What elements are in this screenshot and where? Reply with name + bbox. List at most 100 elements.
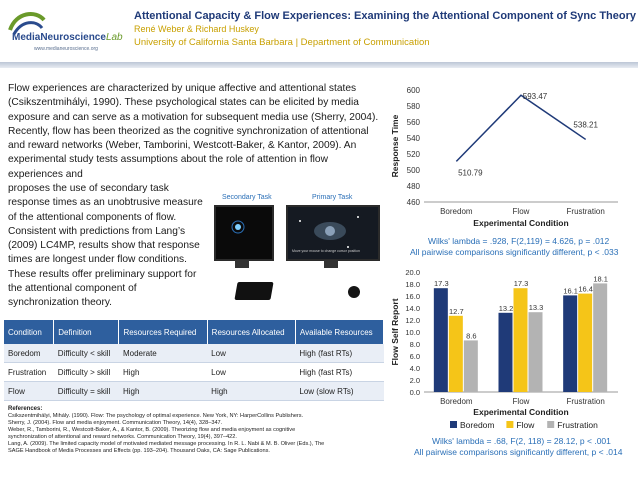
reference-item: SAGE Handbook of Media Processes and Eff… — [8, 448, 270, 454]
y-tick-label: 600 — [407, 86, 421, 95]
table-row: Flow Difficulty = skill High High Low (s… — [4, 381, 384, 401]
legend-label: Flow — [516, 420, 535, 430]
poster-affiliation: University of California Santa Barbara |… — [134, 37, 430, 48]
y-tick-label: 18.0 — [405, 280, 420, 289]
y-tick-label: 6.0 — [410, 352, 420, 361]
table-header-row: Condition Definition Resources Required … — [4, 320, 385, 344]
chart2-stat-line2: All pairwise comparisons significantly d… — [414, 447, 623, 457]
y-axis-title: Response Time — [390, 114, 400, 177]
x-axis-title: Experimental Condition — [473, 218, 568, 228]
reference-item: Csikszentmihályi, Mihály. (1990). Flow: … — [8, 413, 304, 419]
logo-swirl-icon — [8, 12, 46, 35]
y-tick-label: 460 — [407, 198, 421, 207]
table-cell: Frustration — [4, 362, 54, 382]
data-label: 593.47 — [523, 92, 548, 101]
table-cell: Low — [207, 344, 296, 363]
primary-task-screen: Move your mouse to change cursor positio… — [286, 205, 380, 261]
table-row: Frustration Difficulty > skill High Low … — [4, 362, 384, 382]
bar-frustration — [528, 312, 543, 392]
y-tick-label: 560 — [407, 118, 421, 127]
table-header-cell: Definition — [53, 320, 120, 344]
y-tick-label: 500 — [407, 166, 421, 175]
table-cell: High (fast RTs) — [295, 362, 384, 382]
response-time-chart: 460 480 500 520 540 560 580 600 Boredom Flow Frust… — [390, 86, 618, 228]
bar-data-label: 13.2 — [499, 304, 514, 313]
y-tick-label: 16.0 — [405, 292, 420, 301]
reference-item: synchronization of attentional and rewar… — [8, 434, 237, 440]
y-tick-label: 14.0 — [405, 304, 420, 313]
intro-paragraph-continued: proposes the use of secondary task respo… — [8, 183, 203, 309]
table-cell: Low — [207, 362, 296, 382]
primary-task-label: Primary Task — [312, 194, 353, 201]
table-cell: Difficulty = skill — [53, 381, 119, 401]
reference-item: Weber, R., Tamborini, R., Westcott-Baker… — [8, 427, 296, 433]
table-header-cell: Condition — [4, 320, 55, 344]
bar-data-label: 12.7 — [449, 307, 464, 316]
data-label: 510.79 — [458, 168, 483, 177]
reference-item: Lang, A. (2009). The limited capacity mo… — [8, 441, 325, 447]
logo-name: MediaNeuroscienceLab — [12, 32, 123, 43]
intro-paragraph: Flow experiences are characterized by un… — [8, 83, 379, 180]
chart2-stat-line1: Wilks' lambda = .68, F(2, 118) = 28.12, … — [432, 436, 611, 446]
y-axis-title: Flow Self Report — [390, 298, 400, 365]
y-tick-label: 0.0 — [410, 388, 420, 397]
logo-url: www.medianeuroscience.org — [34, 46, 98, 52]
bar-flow — [578, 293, 593, 392]
primary-monitor-stand — [324, 260, 338, 268]
table-header-cell: Resources Allocated — [207, 320, 296, 344]
legend-swatch — [450, 421, 457, 428]
poster-header: MediaNeuroscienceLab www.medianeuroscien… — [0, 0, 638, 62]
chart1-stat-line2: All pairwise comparisons significantly d… — [410, 247, 619, 257]
bar-boredom — [433, 288, 448, 392]
y-tick-label: 8.0 — [410, 340, 420, 349]
screen-caption: Move your mouse to change cursor positio… — [292, 249, 360, 253]
y-tick-label: 2.0 — [410, 376, 420, 385]
table-cell: Difficulty < skill — [53, 344, 119, 363]
bar-frustration — [463, 340, 478, 392]
y-tick-label: 4.0 — [410, 364, 420, 373]
table-cell: High — [118, 362, 208, 382]
bar-data-label: 8.6 — [466, 331, 476, 340]
table-cell: Difficulty > skill — [53, 362, 119, 382]
references-section: References: Csikszentmihályi, Mihály. (1… — [8, 406, 388, 455]
x-tick-label: Boredom — [440, 207, 473, 216]
reference-item: Sherry, J. (2004). Flow and media enjoym… — [8, 420, 223, 426]
table-cell: Moderate — [118, 344, 208, 363]
legend-label: Boredom — [460, 420, 495, 430]
x-tick-label: Frustration — [567, 397, 605, 406]
header-divider — [0, 62, 638, 68]
x-tick-label: Frustration — [567, 207, 605, 216]
lab-logo: MediaNeuroscienceLab www.medianeuroscien… — [6, 8, 132, 58]
x-tick-label: Flow — [513, 207, 530, 216]
table-cell: High — [118, 381, 208, 401]
y-tick-label: 480 — [407, 182, 421, 191]
bar-data-label: 17.3 — [514, 279, 529, 288]
table-cell: Flow — [4, 381, 54, 401]
bar-data-label: 16.4 — [578, 285, 593, 294]
table-cell: Low (slow RTs) — [295, 381, 384, 401]
y-tick-label: 540 — [407, 134, 421, 143]
y-tick-label: 580 — [407, 102, 421, 111]
secondary-task-screen — [214, 205, 274, 261]
references-heading: References: — [8, 406, 43, 412]
bar-data-label: 13.3 — [529, 303, 544, 312]
bar-flow — [513, 288, 528, 392]
x-axis-title: Experimental Condition — [473, 407, 568, 417]
star-cursor-icon — [231, 220, 245, 234]
y-tick-label: 10.0 — [405, 328, 420, 337]
x-tick-label: Boredom — [440, 397, 473, 406]
bar-boredom — [563, 295, 578, 392]
legend-swatch — [506, 421, 514, 428]
flow-self-report-chart: 0.0 2.0 4.0 6.0 8.0 10.0 12.0 14.0 16.0 18.0 20.0 1… — [390, 268, 618, 430]
legend-label: Frustration — [557, 420, 598, 430]
table-cell: Boredom — [4, 344, 54, 363]
mouse-icon — [348, 286, 360, 298]
secondary-monitor-stand — [235, 260, 249, 268]
table-header-cell: Available Resources — [295, 320, 385, 344]
keyboard-icon — [234, 282, 274, 300]
table-cell: High (fast RTs) — [295, 344, 384, 363]
poster-authors: René Weber & Richard Huskey — [134, 24, 259, 34]
bar-data-label: 17.3 — [434, 279, 449, 288]
bar-frustration — [593, 283, 608, 392]
y-tick-label: 20.0 — [405, 268, 420, 277]
